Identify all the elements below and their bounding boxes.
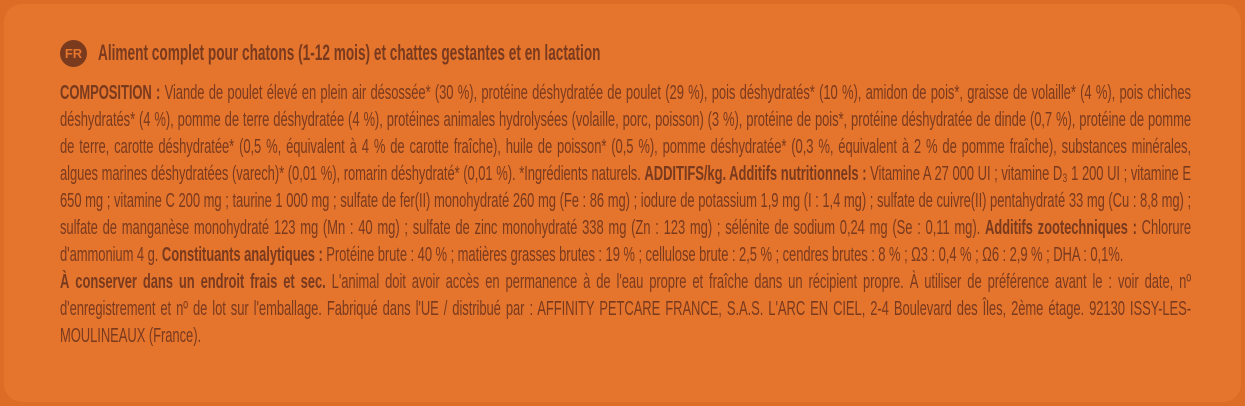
pet-food-label-panel: FR Aliment complet pour chatons (1-12 mo… bbox=[4, 4, 1241, 402]
composition-paragraph: COMPOSITION : Viande de poulet élevé en … bbox=[60, 80, 1191, 269]
additives-heading: ADDITIFS/kg. Additifs nutritionnels : bbox=[644, 163, 871, 185]
storage-paragraph: À conserver dans un endroit frais et sec… bbox=[60, 269, 1191, 350]
analytical-constituents-text: Protéine brute : 40 % ; matières grasses… bbox=[326, 244, 1124, 266]
zootechnical-additives-heading: Additifs zootechniques : bbox=[984, 217, 1142, 239]
label-text-block: COMPOSITION : Viande de poulet élevé en … bbox=[60, 80, 1191, 350]
composition-heading: COMPOSITION : bbox=[60, 82, 165, 104]
title-row: FR Aliment complet pour chatons (1-12 mo… bbox=[60, 38, 1191, 68]
product-description-title: Aliment complet pour chatons (1-12 mois)… bbox=[98, 40, 601, 65]
composition-ingredients-text: Viande de poulet élevé en plein air déso… bbox=[60, 82, 1191, 185]
zootechnical-additives-text: Chlorure d'ammonium 4 g. bbox=[60, 217, 1191, 266]
fr-language-badge: FR bbox=[60, 39, 87, 67]
nutritional-additives-text: Vitamine A 27 000 UI ; vitamine D₃ 1 200… bbox=[60, 163, 1191, 239]
storage-distributor-text: L'animal doit avoir accès en permanence … bbox=[60, 271, 1192, 347]
storage-instruction-heading: À conserver dans un endroit frais et sec… bbox=[60, 271, 332, 293]
analytical-constituents-heading: Constituants analytiques : bbox=[161, 244, 327, 266]
